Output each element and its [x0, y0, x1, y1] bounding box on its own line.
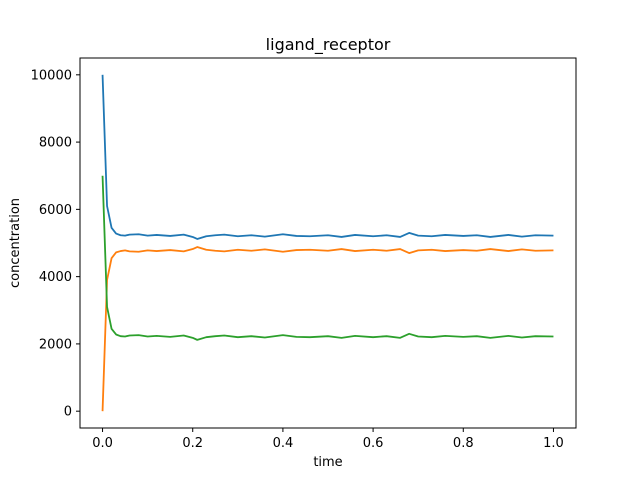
y-tick-label: 10000	[31, 68, 72, 83]
x-tick-label: 0.4	[273, 436, 294, 451]
chart-title: ligand_receptor	[266, 35, 391, 55]
y-tick-label: 8000	[39, 136, 72, 151]
series-line-1	[101, 74, 554, 240]
plot-frame	[79, 57, 577, 429]
x-tick-label: 0.2	[182, 436, 203, 451]
x-tick-label: 1.0	[543, 436, 564, 451]
x-axis-label: time	[313, 455, 342, 470]
y-axis: 0 2000 4000 6000 8000 10000	[31, 68, 80, 420]
y-axis-label: concentration	[8, 198, 23, 288]
y-tick-label: 4000	[39, 270, 72, 285]
x-tick-label: 0.6	[363, 436, 384, 451]
series-line-3	[101, 175, 554, 341]
x-tick-label: 0.0	[92, 436, 113, 451]
series-line-2	[101, 246, 554, 412]
x-axis: 0.0 0.2 0.4 0.6 0.8 1.0	[92, 428, 564, 451]
series-layer	[101, 74, 554, 412]
y-tick-label: 0	[64, 405, 72, 420]
x-tick-label: 0.8	[453, 436, 474, 451]
y-tick-label: 2000	[39, 337, 72, 352]
y-tick-label: 6000	[39, 203, 72, 218]
